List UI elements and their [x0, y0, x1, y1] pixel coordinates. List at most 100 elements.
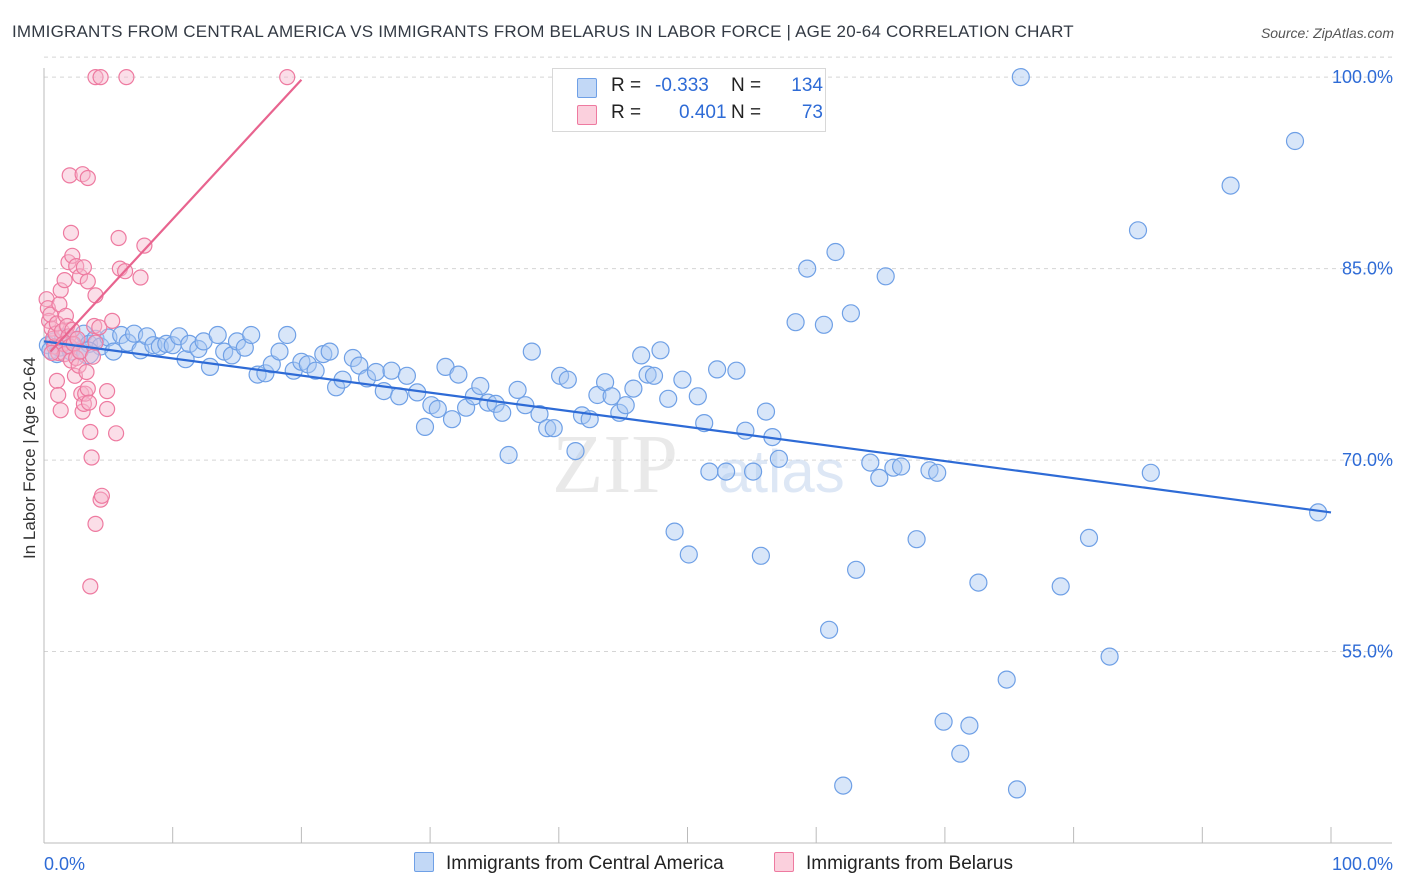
y-tick-labels: 100.0% 85.0% 70.0% 55.0% — [1332, 67, 1393, 661]
data-point — [82, 423, 99, 441]
data-point — [397, 366, 416, 385]
data-point — [522, 342, 541, 361]
data-point — [1221, 176, 1240, 195]
data-point — [136, 237, 153, 254]
data-point — [928, 463, 947, 482]
data-point — [87, 334, 104, 351]
data-point — [50, 386, 67, 404]
data-point — [1128, 221, 1148, 240]
data-point — [107, 425, 125, 442]
data-point — [442, 410, 462, 429]
data-point — [530, 405, 549, 424]
data-point — [659, 389, 678, 408]
data-point — [208, 325, 227, 345]
data-point — [673, 370, 692, 389]
data-point — [84, 348, 102, 365]
data-point — [846, 560, 866, 579]
data-point — [798, 259, 817, 278]
legend-n-value: 134 — [791, 75, 823, 96]
legend-r-value: -0.333 — [655, 75, 709, 96]
data-point — [716, 462, 736, 481]
data-point — [279, 68, 296, 86]
bottom-legend-belarus: Immigrants from Belarus — [774, 852, 1013, 875]
data-point — [43, 344, 60, 361]
data-point — [343, 348, 362, 368]
data-point — [632, 346, 651, 365]
data-point — [180, 334, 199, 353]
data-point — [112, 325, 131, 345]
data-point — [144, 336, 163, 355]
data-point — [52, 402, 69, 419]
correlation-legend: R = -0.333 N = 134 R = 0.401 N = 73 — [552, 68, 826, 132]
data-point — [104, 312, 121, 329]
data-point — [819, 620, 839, 639]
data-point — [256, 364, 275, 383]
data-point — [87, 287, 104, 304]
data-point — [200, 357, 220, 376]
data-point — [707, 360, 727, 379]
data-point — [624, 379, 643, 398]
y-tick-label: 55.0% — [1342, 642, 1393, 662]
data-point — [508, 380, 527, 399]
chart-title: IMMIGRANTS FROM CENTRAL AMERICA VS IMMIG… — [12, 22, 1074, 41]
data-point — [695, 414, 714, 433]
y-axis-label: In Labor Force | Age 20-64 — [20, 357, 39, 559]
data-point — [270, 342, 289, 361]
data-point — [934, 712, 953, 731]
legend-n-label: N = — [731, 102, 762, 123]
legend-r-label: R = — [611, 102, 642, 123]
watermark-zip: ZIP — [552, 418, 678, 511]
data-point — [87, 515, 104, 533]
data-point — [132, 269, 149, 286]
data-point — [616, 396, 635, 415]
data-point — [471, 376, 490, 396]
data-point — [98, 383, 116, 400]
data-point — [80, 394, 98, 411]
data-point — [366, 362, 386, 382]
data-point — [644, 366, 664, 385]
data-point — [56, 272, 73, 289]
y-tick-label: 100.0% — [1332, 67, 1393, 87]
data-point — [769, 449, 789, 468]
data-point — [544, 419, 563, 438]
y-tick-label: 70.0% — [1342, 450, 1393, 470]
data-point — [118, 68, 135, 86]
data-point — [1011, 67, 1030, 87]
series-belarus — [38, 68, 296, 595]
data-point — [82, 578, 99, 595]
data-point — [52, 282, 69, 299]
trend-line — [49, 78, 303, 353]
data-point — [602, 387, 621, 406]
legend-r-label: R = — [611, 75, 642, 96]
axes — [43, 68, 1392, 844]
data-point — [79, 380, 96, 397]
data-point — [651, 341, 670, 360]
data-point — [679, 545, 698, 564]
data-point — [415, 417, 435, 436]
data-point — [137, 327, 157, 346]
data-point — [87, 68, 104, 86]
data-point — [98, 400, 116, 418]
data-point — [170, 327, 189, 346]
data-point — [449, 365, 468, 384]
data-point — [700, 462, 719, 481]
legend-swatch-pink — [577, 105, 597, 125]
data-point — [997, 670, 1016, 689]
series-central-america — [38, 67, 1328, 799]
data-point — [320, 342, 339, 361]
data-point — [57, 307, 75, 324]
data-point — [486, 394, 505, 413]
data-point — [79, 273, 96, 290]
x-tick-label-max: 100.0% — [1332, 854, 1393, 874]
legend-r-value: 0.401 — [679, 102, 727, 123]
data-point — [242, 325, 261, 345]
data-point — [969, 573, 988, 592]
data-point — [743, 462, 763, 481]
bottom-legend-central-america: Immigrants from Central America — [414, 852, 724, 875]
data-point — [861, 453, 880, 472]
x-tick-label-min: 0.0% — [44, 854, 85, 874]
legend-swatch-blue — [577, 78, 597, 98]
data-point — [1007, 780, 1027, 799]
data-point — [62, 224, 80, 241]
